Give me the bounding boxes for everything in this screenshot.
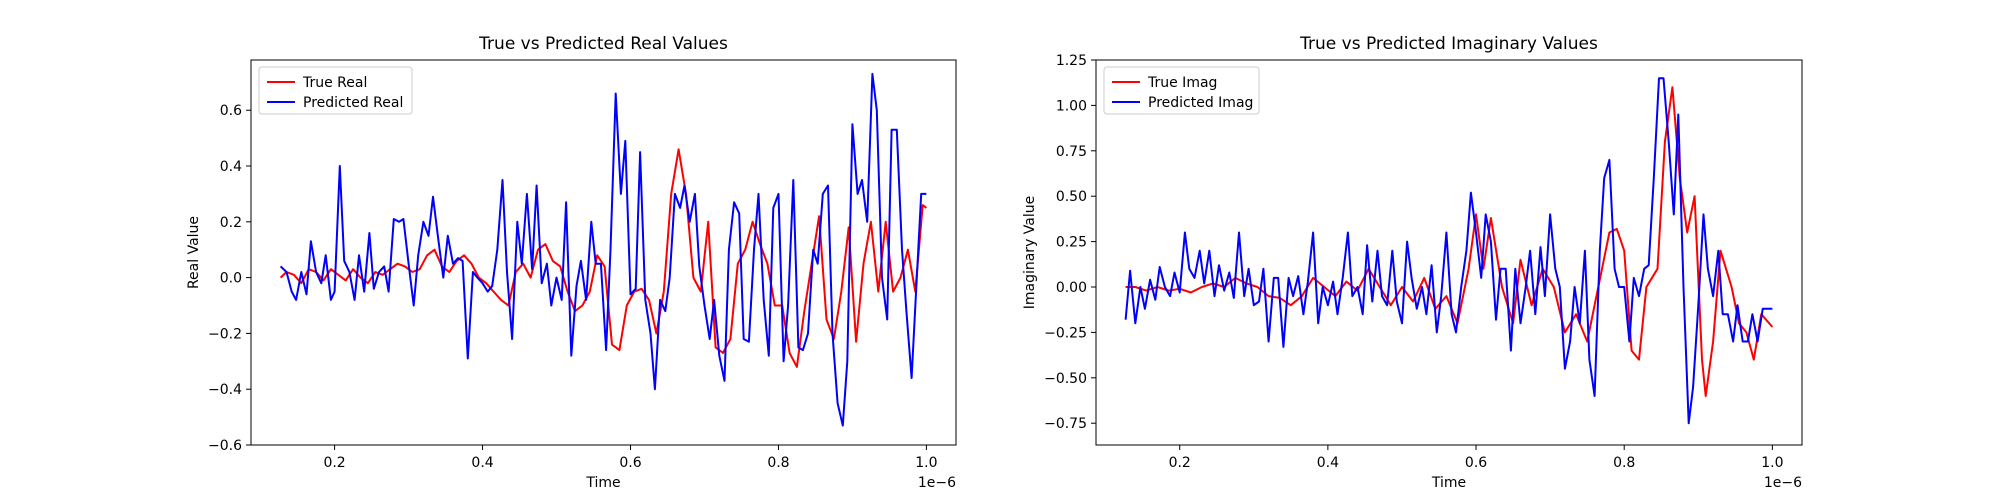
plot-area xyxy=(1096,60,1802,445)
x-tick-label: 1.0 xyxy=(1761,455,1783,471)
real-values-chart: 0.2 0.4 0.6 0.8 1.0 −0.6 −0.4 −0.2 0.0 0.2 0.4 0.6 T… xyxy=(186,34,957,491)
y-tick-label: 1.25 xyxy=(1056,53,1087,69)
x-tick-label: 0.6 xyxy=(619,455,641,471)
legend-entry-label: Predicted Imag xyxy=(1148,95,1253,111)
x-axis-label: Time xyxy=(1431,475,1466,491)
y-tick-label: −0.75 xyxy=(1044,416,1087,432)
series-line-true xyxy=(279,148,928,368)
y-tick-label: 0.2 xyxy=(220,215,242,231)
legend-entry-label: Predicted Real xyxy=(303,95,403,111)
y-tick-label: 0.75 xyxy=(1056,144,1087,160)
legend-entry-label: True Imag xyxy=(1147,75,1217,91)
x-tick-label: 0.4 xyxy=(471,455,493,471)
y-tick-label: −0.2 xyxy=(208,326,242,342)
legend: True Real Predicted Real xyxy=(258,66,413,115)
x-axis-offset-label: 1e−6 xyxy=(918,475,956,491)
series-line-predicted xyxy=(279,72,927,427)
x-axis-offset-label: 1e−6 xyxy=(1764,475,1802,491)
x-tick-label: 0.4 xyxy=(1317,455,1339,471)
y-tick-label: 0.6 xyxy=(220,103,242,119)
x-tick-label: 0.2 xyxy=(323,455,345,471)
series-line-predicted xyxy=(1124,77,1773,425)
x-tick-label: 0.6 xyxy=(1465,455,1487,471)
y-tick-label: −0.6 xyxy=(208,438,242,454)
y-tick-label: 0.0 xyxy=(220,271,242,287)
y-tick-label: 1.00 xyxy=(1056,98,1087,114)
y-tick-label: 0.4 xyxy=(220,159,242,175)
plot-frame xyxy=(250,59,957,446)
y-axis-label: Real Value xyxy=(186,216,202,289)
legend-entry-label: True Real xyxy=(302,75,367,91)
chart-title: True vs Predicted Real Values xyxy=(478,34,728,54)
y-tick-label: −0.4 xyxy=(208,382,242,398)
x-tick-label: 1.0 xyxy=(915,455,937,471)
chart-title: True vs Predicted Imaginary Values xyxy=(1299,34,1598,54)
y-tick-label: 0.50 xyxy=(1056,189,1087,205)
y-tick-label: −0.25 xyxy=(1044,325,1087,341)
x-tick-label: 0.8 xyxy=(767,455,789,471)
plot-frame xyxy=(1095,59,1803,446)
y-tick-label: 0.25 xyxy=(1056,235,1087,251)
y-tick-label: −0.50 xyxy=(1044,371,1087,387)
x-axis-label: Time xyxy=(585,475,620,491)
x-tick-label: 0.8 xyxy=(1613,455,1635,471)
y-tick-label: 0.00 xyxy=(1056,280,1087,296)
legend: True Imag Predicted Imag xyxy=(1103,66,1260,115)
y-axis-label: Imaginary Value xyxy=(1022,196,1038,310)
x-tick-label: 0.2 xyxy=(1169,455,1191,471)
legend-box xyxy=(258,66,413,115)
legend-box xyxy=(1103,66,1260,115)
imaginary-values-chart: 0.2 0.4 0.6 0.8 1.0 −0.75 −0.50 −0.25 0.00 0.25 0.… xyxy=(1022,34,1803,491)
